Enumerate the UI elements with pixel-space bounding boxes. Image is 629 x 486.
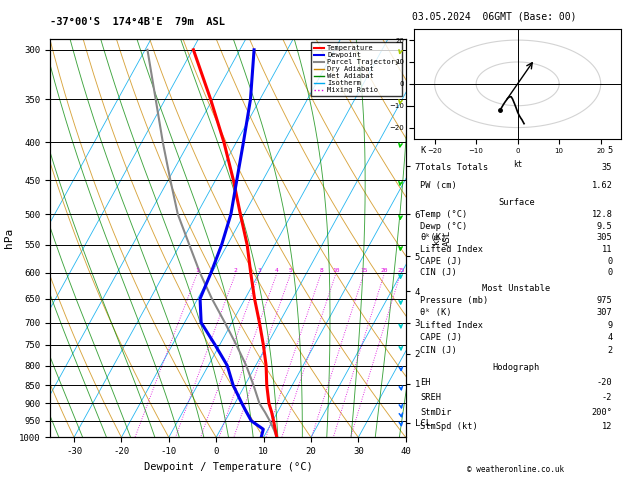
- Text: -2: -2: [602, 393, 613, 402]
- Text: 2: 2: [607, 346, 613, 355]
- Text: EH: EH: [420, 378, 431, 387]
- Text: 4: 4: [275, 268, 279, 273]
- Text: 4: 4: [607, 333, 613, 342]
- Text: CAPE (J): CAPE (J): [420, 257, 462, 265]
- X-axis label: Dewpoint / Temperature (°C): Dewpoint / Temperature (°C): [143, 462, 313, 472]
- Text: CIN (J): CIN (J): [420, 268, 457, 277]
- Text: 11: 11: [602, 245, 613, 254]
- Y-axis label: km
ASL: km ASL: [432, 230, 452, 246]
- Text: 307: 307: [597, 309, 613, 317]
- Text: 12.8: 12.8: [591, 210, 613, 219]
- Text: 15: 15: [360, 268, 368, 273]
- Text: © weatheronline.co.uk: © weatheronline.co.uk: [467, 465, 564, 474]
- Text: Dewp (°C): Dewp (°C): [420, 222, 467, 230]
- Text: Lifted Index: Lifted Index: [420, 245, 483, 254]
- Text: CIN (J): CIN (J): [420, 346, 457, 355]
- Text: 35: 35: [602, 163, 613, 173]
- Text: 1: 1: [196, 268, 199, 273]
- Text: -20: -20: [597, 378, 613, 387]
- Text: θᵏ(K): θᵏ(K): [420, 233, 447, 242]
- Text: Pressure (mb): Pressure (mb): [420, 296, 489, 305]
- Text: 12: 12: [602, 422, 613, 432]
- Text: Surface: Surface: [498, 198, 535, 207]
- Text: 10: 10: [332, 268, 340, 273]
- Text: 8: 8: [320, 268, 323, 273]
- Text: -37°00'S  174°4B'E  79m  ASL: -37°00'S 174°4B'E 79m ASL: [50, 17, 225, 27]
- Text: Temp (°C): Temp (°C): [420, 210, 467, 219]
- Text: Lifted Index: Lifted Index: [420, 321, 483, 330]
- Text: 975: 975: [597, 296, 613, 305]
- Legend: Temperature, Dewpoint, Parcel Trajectory, Dry Adiabat, Wet Adiabat, Isotherm, Mi: Temperature, Dewpoint, Parcel Trajectory…: [311, 42, 402, 96]
- Text: Most Unstable: Most Unstable: [482, 284, 550, 293]
- Text: θᵏ (K): θᵏ (K): [420, 309, 452, 317]
- Text: 0: 0: [607, 257, 613, 265]
- Y-axis label: hPa: hPa: [4, 228, 14, 248]
- X-axis label: kt: kt: [513, 160, 522, 169]
- Text: StmSpd (kt): StmSpd (kt): [420, 422, 478, 432]
- Text: 305: 305: [597, 233, 613, 242]
- Text: CAPE (J): CAPE (J): [420, 333, 462, 342]
- Text: 20: 20: [381, 268, 388, 273]
- Text: 0: 0: [607, 268, 613, 277]
- Text: PW (cm): PW (cm): [420, 181, 457, 190]
- Text: Hodograph: Hodograph: [493, 363, 540, 372]
- Text: 200°: 200°: [591, 408, 613, 417]
- Text: StmDir: StmDir: [420, 408, 452, 417]
- Text: 9: 9: [607, 321, 613, 330]
- Text: 3: 3: [258, 268, 262, 273]
- Text: 5: 5: [289, 268, 292, 273]
- Text: 2: 2: [234, 268, 238, 273]
- Text: 03.05.2024  06GMT (Base: 00): 03.05.2024 06GMT (Base: 00): [412, 12, 577, 22]
- Text: Totals Totals: Totals Totals: [420, 163, 489, 173]
- Text: SREH: SREH: [420, 393, 442, 402]
- Text: K: K: [420, 146, 426, 155]
- Text: 25: 25: [397, 268, 404, 273]
- Text: 5: 5: [607, 146, 613, 155]
- Text: 9.5: 9.5: [597, 222, 613, 230]
- Text: 1.62: 1.62: [591, 181, 613, 190]
